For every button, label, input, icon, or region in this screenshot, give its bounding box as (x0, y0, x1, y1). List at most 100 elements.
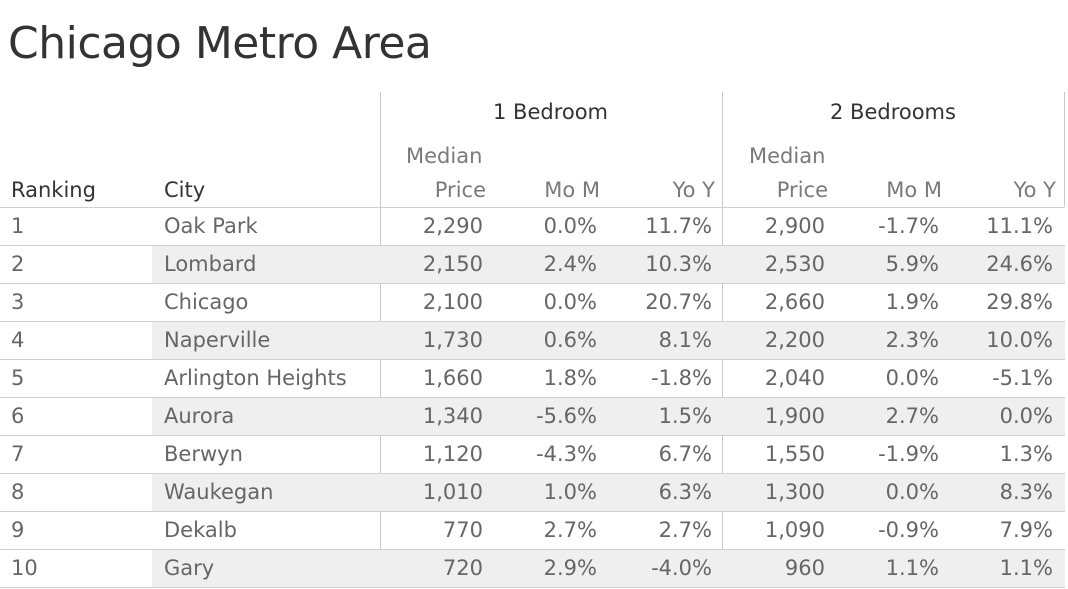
cell-1br-price: 1,010 (422, 480, 483, 504)
col-header-ranking: Ranking (11, 178, 96, 202)
col-header-yoy-1: Yo Y (672, 178, 715, 202)
cell-1br-price: 2,150 (422, 252, 483, 276)
cell-2br-mom: 2.7% (885, 404, 939, 428)
cell-1br-price: 1,660 (422, 366, 483, 390)
cell-1br-price: 2,100 (422, 290, 483, 314)
col-header-yoy-2: Yo Y (1013, 178, 1056, 202)
table-row: 1 Oak Park 2,290 0.0% 11.7% 2,900 -1.7% 11.1% (0, 207, 1065, 245)
cell-1br-yoy: 6.3% (658, 480, 712, 504)
col-header-price-2: Price (776, 178, 828, 202)
cell-2br-yoy: 8.3% (999, 480, 1053, 504)
cell-1br-yoy: 6.7% (658, 442, 712, 466)
cell-1br-yoy: 11.7% (645, 214, 712, 238)
cell-1br-mom: 1.8% (543, 366, 597, 390)
cell-2br-mom: 1.1% (885, 556, 939, 580)
cell-rank: 2 (11, 252, 25, 276)
cell-1br-yoy: 1.5% (658, 404, 712, 428)
cell-1br-mom: 2.7% (543, 518, 597, 542)
cell-1br-mom: -4.3% (536, 442, 597, 466)
cell-1br-yoy: -1.8% (651, 366, 712, 390)
col-header-price-1: Price (434, 178, 486, 202)
cell-2br-yoy: 29.8% (986, 290, 1053, 314)
page-title: Chicago Metro Area (8, 18, 432, 69)
cell-2br-mom: 5.9% (885, 252, 939, 276)
table-row: 4 Naperville 1,730 0.6% 8.1% 2,200 2.3% 10.0% (0, 321, 1065, 359)
cell-city: Chicago (164, 290, 249, 314)
cell-rank: 3 (11, 290, 25, 314)
cell-rank: 10 (11, 556, 38, 580)
cell-1br-mom: 0.0% (543, 290, 597, 314)
col-header-city: City (164, 178, 206, 202)
group-header-2-bedrooms: 2 Bedrooms (830, 100, 956, 124)
cell-2br-mom: -1.7% (878, 214, 939, 238)
cell-city: Berwyn (164, 442, 243, 466)
cell-2br-yoy: 10.0% (986, 328, 1053, 352)
cell-1br-mom: -5.6% (536, 404, 597, 428)
cell-1br-mom: 2.9% (543, 556, 597, 580)
cell-city: Naperville (164, 328, 271, 352)
cell-2br-mom: 2.3% (885, 328, 939, 352)
cell-2br-yoy: 1.3% (999, 442, 1053, 466)
cell-2br-mom: 0.0% (885, 480, 939, 504)
col-header-mom-1: Mo M (544, 178, 600, 202)
cell-rank: 7 (11, 442, 25, 466)
cell-2br-price: 2,040 (764, 366, 825, 390)
cell-2br-price: 2,530 (764, 252, 825, 276)
cell-city: Lombard (164, 252, 257, 276)
cell-city: Aurora (164, 404, 235, 428)
cell-2br-yoy: 1.1% (999, 556, 1053, 580)
cell-1br-yoy: 20.7% (645, 290, 712, 314)
table-row: 3 Chicago 2,100 0.0% 20.7% 2,660 1.9% 29.8% (0, 283, 1065, 321)
cell-2br-price: 1,090 (764, 518, 825, 542)
cell-1br-price: 1,340 (422, 404, 483, 428)
row-shade (152, 398, 1065, 435)
cell-city: Dekalb (164, 518, 237, 542)
col-header-median-1: Median (406, 144, 483, 168)
row-shade (152, 246, 1065, 283)
cell-1br-mom: 0.6% (543, 328, 597, 352)
cell-1br-price: 2,290 (422, 214, 483, 238)
cell-city: Oak Park (164, 214, 258, 238)
cell-2br-price: 1,550 (764, 442, 825, 466)
cell-rank: 5 (11, 366, 25, 390)
cell-city: Waukegan (164, 480, 274, 504)
cell-2br-mom: 0.0% (885, 366, 939, 390)
cell-2br-mom: -1.9% (878, 442, 939, 466)
cell-1br-price: 770 (442, 518, 483, 542)
cell-1br-mom: 0.0% (543, 214, 597, 238)
cell-2br-price: 2,200 (764, 328, 825, 352)
cell-rank: 9 (11, 518, 25, 542)
cell-1br-yoy: 8.1% (658, 328, 712, 352)
table-row: 10 Gary 720 2.9% -4.0% 960 1.1% 1.1% (0, 549, 1065, 588)
cell-rank: 8 (11, 480, 25, 504)
row-shade (152, 322, 1065, 359)
cell-rank: 4 (11, 328, 25, 352)
cell-2br-yoy: 7.9% (999, 518, 1053, 542)
cell-2br-price: 1,900 (764, 404, 825, 428)
table-row: 9 Dekalb 770 2.7% 2.7% 1,090 -0.9% 7.9% (0, 511, 1065, 549)
cell-2br-price: 1,300 (764, 480, 825, 504)
group-header-1-bedroom: 1 Bedroom (493, 100, 609, 124)
row-shade (152, 474, 1065, 511)
cell-2br-yoy: 24.6% (986, 252, 1053, 276)
cell-rank: 6 (11, 404, 25, 428)
cell-city: Arlington Heights (164, 366, 347, 390)
table-row: 2 Lombard 2,150 2.4% 10.3% 2,530 5.9% 24.6% (0, 245, 1065, 283)
cell-2br-price: 2,660 (764, 290, 825, 314)
cell-2br-mom: -0.9% (878, 518, 939, 542)
cell-2br-mom: 1.9% (885, 290, 939, 314)
cell-1br-price: 720 (442, 556, 483, 580)
cell-2br-price: 960 (784, 556, 825, 580)
cell-2br-yoy: -5.1% (992, 366, 1053, 390)
table-row: 7 Berwyn 1,120 -4.3% 6.7% 1,550 -1.9% 1.3% (0, 435, 1065, 473)
cell-1br-price: 1,120 (422, 442, 483, 466)
cell-1br-yoy: -4.0% (651, 556, 712, 580)
column-divider (1064, 92, 1065, 206)
cell-1br-mom: 2.4% (543, 252, 597, 276)
cell-city: Gary (164, 556, 215, 580)
row-shade (152, 550, 1065, 587)
cell-2br-yoy: 11.1% (986, 214, 1053, 238)
cell-2br-price: 2,900 (764, 214, 825, 238)
cell-rank: 1 (11, 214, 25, 238)
cell-1br-mom: 1.0% (543, 480, 597, 504)
